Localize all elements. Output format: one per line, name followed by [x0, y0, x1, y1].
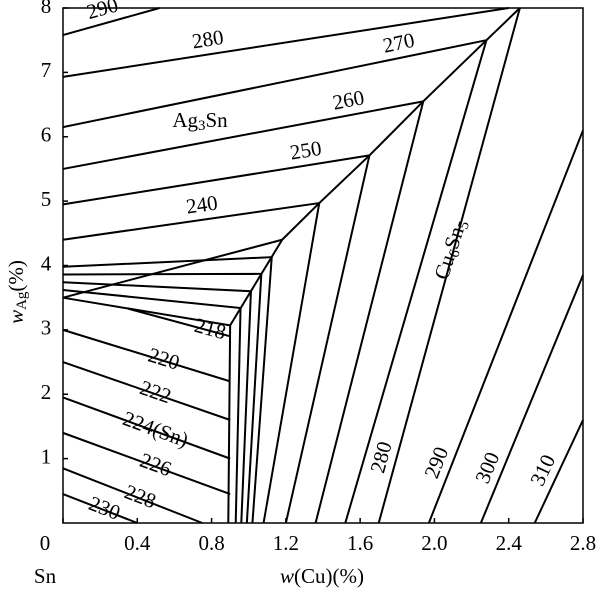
x-tick-label: 2.4 [496, 531, 523, 555]
isotherm-label: 224(Sn) [120, 406, 192, 452]
isotherm-label: 280 [365, 439, 396, 476]
isotherm-label: 228 [121, 479, 159, 513]
isotherm-line [427, 129, 584, 524]
isotherm-line [62, 328, 231, 383]
isotherm-label: 250 [288, 136, 323, 165]
y-tick-label: 3 [41, 316, 52, 340]
y-tick-label: 7 [41, 58, 52, 82]
isotherm-line [284, 155, 371, 524]
isotherm-line [62, 202, 320, 241]
x-axis-label: w(Cu)(%) [280, 564, 364, 588]
x-tick-label: 2.0 [421, 531, 447, 555]
y-tick-label: 1 [41, 444, 52, 468]
isotherm-line [62, 467, 203, 524]
isotherm-line [62, 100, 424, 170]
isotherm-line [62, 431, 231, 495]
isotherm-line [229, 239, 283, 326]
isotherm-line [227, 325, 232, 524]
isotherm-line [62, 7, 509, 78]
isotherm-line [62, 296, 231, 327]
y-axis-label-rest: (%) [4, 260, 28, 291]
isotherm-label: 270 [381, 28, 417, 58]
y-axis-label: wAg(%) [4, 260, 31, 324]
isotherm-line [62, 39, 487, 129]
region-label-part: Sn [205, 108, 228, 132]
y-tick-label: 5 [41, 187, 52, 211]
isotherm-line [62, 288, 242, 524]
corner-label: Sn [34, 564, 57, 588]
x-tick-label: 0.4 [124, 531, 151, 555]
isotherm-label: 218 [192, 313, 229, 344]
isotherm-line [62, 272, 263, 524]
isotherm-line [262, 202, 321, 524]
y-axis-label-italic: w [4, 310, 28, 324]
x-tick-label: 0.8 [198, 531, 224, 555]
isotherm-line [62, 281, 252, 524]
isotherm-line [62, 238, 283, 299]
x-tick-label: 1.6 [347, 531, 373, 555]
isotherm-line [62, 256, 273, 524]
isotherm-line [127, 307, 231, 338]
isotherm-label: 260 [331, 85, 366, 114]
y-tick-label: 6 [41, 123, 52, 147]
isotherm-line [62, 361, 231, 421]
isotherm-label: 220 [145, 343, 182, 375]
x-tick-label: 0 [40, 531, 51, 555]
isotherm-label: 240 [185, 190, 220, 218]
y-tick-label: 4 [41, 251, 52, 275]
isotherm-label: 230 [86, 491, 124, 525]
isotherm-line [377, 7, 521, 524]
y-tick-label: 8 [41, 0, 52, 18]
y-axis-label-sub: Ag [14, 291, 30, 310]
region-label-sub: 3 [198, 118, 206, 134]
isotherm-line [62, 7, 160, 37]
isotherm-label: 226 [137, 448, 175, 481]
region-label: Ag3Sn [172, 108, 228, 135]
x-axis-label-rest: (Cu)(%) [294, 564, 364, 588]
isotherm-line [62, 154, 370, 206]
x-tick-label: 1.2 [273, 531, 299, 555]
region-label-part: Ag [172, 108, 198, 132]
region-label: Cu6Sn5 [429, 216, 473, 283]
isotherm-line [533, 419, 584, 524]
isotherm-line [344, 39, 488, 524]
isotherm-line [62, 396, 231, 460]
x-tick-label: 2.8 [570, 531, 596, 555]
y-tick-label: 2 [41, 380, 52, 404]
isotherm-line [479, 274, 584, 524]
isotherm-label: 310 [525, 451, 560, 490]
isotherm-line [281, 7, 521, 241]
isotherm-line [314, 101, 425, 524]
isotherm-label: 222 [137, 375, 175, 408]
plot-frame [62, 7, 584, 524]
isotherm-line [62, 493, 138, 524]
isotherm-label: 280 [190, 25, 225, 54]
x-axis-label-italic: w [280, 564, 294, 588]
